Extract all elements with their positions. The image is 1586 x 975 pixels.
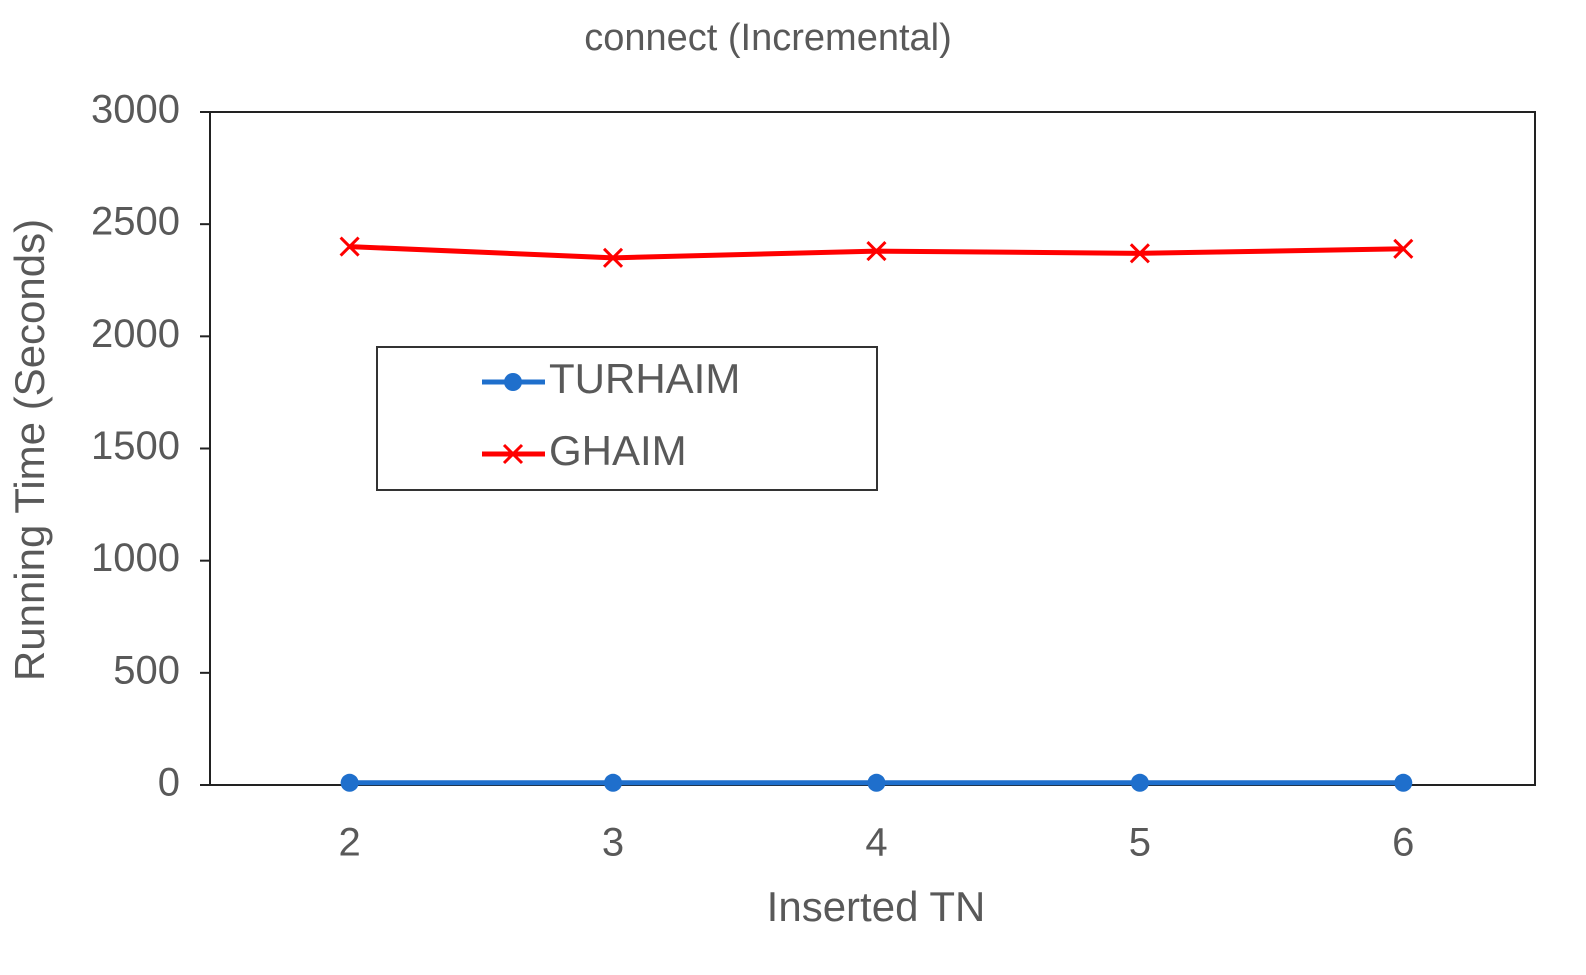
y-tick-label: 1500 bbox=[91, 424, 180, 468]
x-tick-label: 2 bbox=[338, 821, 360, 865]
x-tick-label: 6 bbox=[1392, 821, 1414, 865]
y-axis-label: Running Time (Seconds) bbox=[6, 219, 53, 681]
x-tick-label: 3 bbox=[602, 821, 624, 865]
y-tick-label: 500 bbox=[113, 648, 180, 692]
marker bbox=[339, 236, 360, 257]
marker bbox=[1393, 238, 1414, 259]
marker bbox=[1129, 243, 1150, 264]
legend-box bbox=[376, 346, 878, 491]
marker bbox=[867, 773, 886, 792]
y-tick-label: 0 bbox=[158, 761, 180, 805]
legend-label: TURHAIM bbox=[549, 355, 740, 402]
chart-title: connect (Incremental) bbox=[584, 17, 952, 59]
x-tick-label: 4 bbox=[865, 821, 887, 865]
y-tick-label: 1000 bbox=[91, 536, 180, 580]
x-tick-label: 5 bbox=[1129, 821, 1151, 865]
legend-marker bbox=[502, 443, 524, 465]
y-tick-label: 2500 bbox=[91, 200, 180, 244]
marker bbox=[604, 773, 623, 792]
x-axis-label: Inserted TN bbox=[767, 883, 986, 930]
marker bbox=[1130, 773, 1149, 792]
legend-marker bbox=[504, 373, 522, 391]
marker bbox=[866, 241, 887, 262]
marker bbox=[602, 247, 624, 268]
y-tick-label: 2000 bbox=[91, 312, 180, 356]
y-tick-label: 3000 bbox=[91, 88, 180, 132]
legend: TURHAIM GHAIM bbox=[376, 346, 878, 491]
marker bbox=[340, 773, 359, 792]
marker bbox=[1394, 773, 1413, 792]
legend-label: GHAIM bbox=[549, 427, 687, 474]
